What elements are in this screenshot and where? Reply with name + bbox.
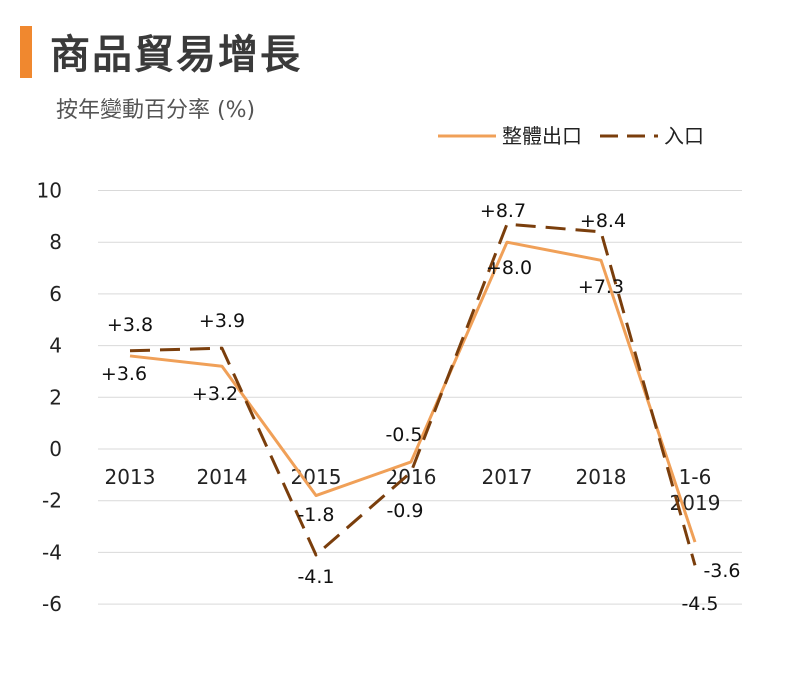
y-tick-label: 6: [49, 282, 62, 306]
data-label-imports: +3.8: [107, 314, 153, 336]
data-label-imports: +3.9: [199, 310, 245, 332]
legend-label-imports: 入口: [664, 124, 704, 148]
data-label-imports: -4.1: [297, 566, 334, 588]
data-label-exports: -1.8: [297, 504, 334, 526]
y-tick-label: 2: [49, 385, 62, 409]
chart-title: 商品貿易增長: [50, 32, 302, 78]
data-label-exports: +8.0: [486, 257, 532, 279]
legend-label-exports: 整體出口: [502, 124, 582, 148]
title-accent-bar: [20, 26, 32, 78]
data-label-exports: +3.6: [101, 363, 147, 385]
y-tick-label: 8: [49, 230, 62, 254]
x-tick-label: 1-6: [679, 465, 712, 489]
x-tick-label: 2015: [291, 465, 342, 489]
y-tick-label: -4: [42, 540, 62, 564]
x-tick-label: 2017: [482, 465, 533, 489]
y-tick-label: 10: [37, 179, 62, 203]
data-label-exports: -0.5: [385, 424, 422, 446]
data-label-imports: +8.4: [580, 210, 626, 232]
data-label-imports: -0.9: [386, 500, 423, 522]
y-tick-label: 4: [49, 334, 62, 358]
y-tick-label: 0: [49, 437, 62, 461]
data-label-exports: +3.2: [192, 383, 238, 405]
data-label-exports: +7.3: [578, 276, 624, 298]
x-tick-label: 2014: [197, 465, 248, 489]
data-label-exports: -3.6: [703, 560, 740, 582]
chart-subtitle: 按年變動百分率 (%): [56, 98, 256, 123]
x-tick-label: 2018: [576, 465, 627, 489]
y-tick-label: -2: [42, 489, 62, 513]
data-label-imports: -4.5: [681, 593, 718, 615]
data-label-imports: +8.7: [480, 200, 526, 222]
x-tick-label: 2013: [105, 465, 156, 489]
y-tick-label: -6: [42, 592, 62, 616]
